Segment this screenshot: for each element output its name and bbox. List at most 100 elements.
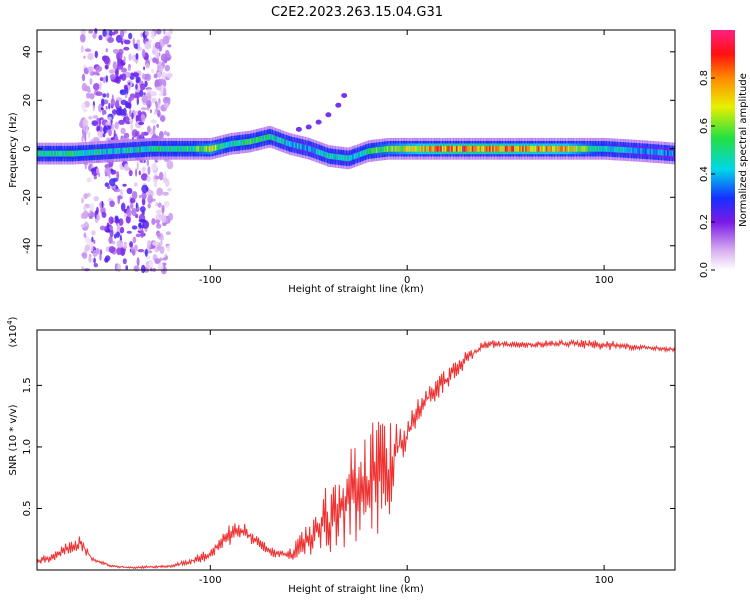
heatmap-cell xyxy=(106,185,111,189)
heatmap-cell xyxy=(150,30,155,39)
heatmap-cell xyxy=(295,126,302,132)
heatmap-cell xyxy=(109,225,114,231)
heatmap-cell xyxy=(111,185,117,190)
heatmap-cell xyxy=(123,147,125,154)
heatmap-cell xyxy=(238,140,240,146)
heatmap-cell xyxy=(93,196,99,202)
heatmap-cell xyxy=(178,145,181,152)
colorbar-tick-label: 0.0 xyxy=(699,262,710,278)
heatmap-cell xyxy=(102,28,107,37)
heatmap-cell xyxy=(410,145,412,152)
heatmap-cell xyxy=(98,172,101,177)
heatmap-cell xyxy=(129,241,134,248)
heatmap-cell xyxy=(169,145,171,152)
heatmap-cell xyxy=(456,145,458,152)
heatmap-cell xyxy=(161,205,165,213)
heatmap-cell xyxy=(350,154,352,161)
heatmap-cell xyxy=(303,144,305,151)
heatmap-cell xyxy=(135,53,139,60)
heatmap-cell xyxy=(91,120,99,126)
heatmap-cell xyxy=(262,135,264,142)
heatmap-cell xyxy=(132,249,136,256)
heatmap-cell xyxy=(196,145,198,152)
heatmap-cell xyxy=(98,149,100,155)
heatmap-cell xyxy=(144,31,150,36)
heatmap-cell xyxy=(446,145,448,152)
heatmap-cell xyxy=(337,154,340,161)
heatmap-cell xyxy=(136,146,138,153)
heatmap-cell xyxy=(377,147,379,153)
heatmap-cell xyxy=(665,150,667,156)
heatmap-cell xyxy=(317,149,319,155)
colorbar-ticks: 0.0 0.2 0.4 0.6 0.8 xyxy=(699,70,715,278)
heatmap-cell xyxy=(670,150,672,157)
heatmap-cell xyxy=(213,145,215,151)
heatmap-cell xyxy=(263,135,266,141)
heatmap-cell xyxy=(128,53,132,61)
heatmap-cell xyxy=(577,145,579,152)
heatmap-cell xyxy=(116,224,121,233)
heatmap-cell xyxy=(100,107,104,111)
heatmap-cell xyxy=(131,208,137,217)
heatmap-cell xyxy=(147,88,152,93)
heatmap-cell xyxy=(147,166,151,175)
heatmap-cell xyxy=(120,62,126,66)
heatmap-cell xyxy=(273,135,275,141)
heatmap-cell xyxy=(151,97,157,104)
heatmap-cell xyxy=(544,145,546,152)
heatmap-cell xyxy=(93,83,100,91)
heatmap-cell xyxy=(162,222,167,227)
heatmap-cell xyxy=(249,138,252,145)
heatmap-cell xyxy=(133,182,138,187)
heatmap-cell xyxy=(46,150,48,157)
heatmap-cell xyxy=(151,218,156,225)
heatmap-cell xyxy=(92,71,99,76)
heatmap-cell xyxy=(160,115,166,122)
heatmap-cell xyxy=(489,145,491,152)
heatmap-cell xyxy=(82,251,88,259)
heatmap-cell xyxy=(110,98,116,108)
heatmap-cell xyxy=(103,125,107,135)
heatmap-cell xyxy=(167,145,170,152)
heatmap-cell xyxy=(237,140,239,146)
heatmap-cell xyxy=(121,40,124,45)
heatmap-cell xyxy=(624,147,626,153)
heatmap-cell xyxy=(131,191,138,200)
heatmap-cell xyxy=(413,145,415,152)
snr-line xyxy=(36,338,676,570)
heatmap-cell xyxy=(144,248,148,257)
heatmap-cell xyxy=(397,145,400,152)
heatmap-cell xyxy=(132,236,137,244)
heatmap-cell xyxy=(608,146,611,152)
heatmap-cell xyxy=(159,257,163,261)
heatmap-cell xyxy=(96,167,100,175)
heatmap-cell xyxy=(156,187,164,196)
heatmap-cell xyxy=(125,147,127,154)
heatmap-cell xyxy=(226,142,228,148)
heatmap-cell xyxy=(161,71,167,81)
heatmap-cell xyxy=(128,96,135,101)
heatmap-cell xyxy=(372,147,374,154)
heatmap-cell xyxy=(352,154,354,160)
heatmap-cell xyxy=(129,147,132,153)
heatmap-cell xyxy=(476,145,478,152)
heatmap-cell xyxy=(111,94,114,102)
heatmap-cell xyxy=(111,109,117,115)
heatmap-cell xyxy=(123,56,126,64)
heatmap-cell xyxy=(604,145,606,152)
heatmap-cell xyxy=(308,145,310,152)
heatmap-cell xyxy=(116,263,122,273)
heatmap-cell xyxy=(172,145,174,152)
heatmap-cell xyxy=(52,150,55,157)
heatmap-cell xyxy=(353,153,355,160)
heatmap-cell xyxy=(309,146,311,152)
colorbar-label: Normalized spectral amplitude xyxy=(738,73,749,227)
heatmap-cell xyxy=(122,100,125,106)
heatmap-cell xyxy=(270,134,272,140)
heatmap-cell xyxy=(181,145,184,152)
heatmap-cell xyxy=(126,187,133,195)
heatmap-cell xyxy=(155,145,157,152)
heatmap-cell xyxy=(81,150,83,156)
heatmap-cell xyxy=(148,250,153,254)
heatmap-cell xyxy=(478,145,480,152)
